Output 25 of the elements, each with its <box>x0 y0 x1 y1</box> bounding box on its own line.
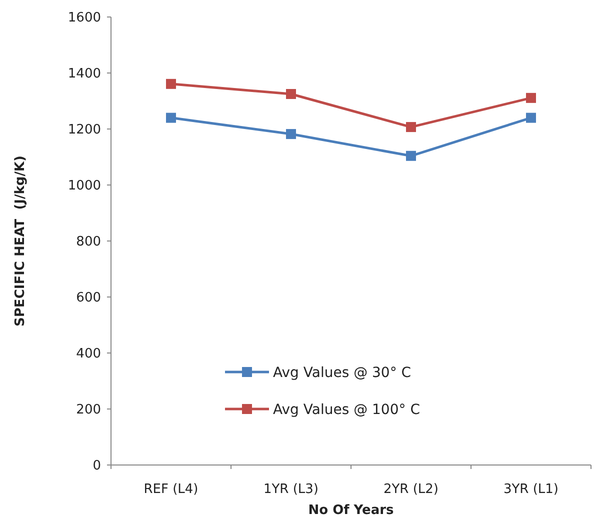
y-tick-label: 800 <box>76 234 101 250</box>
x-axis-title: No Of Years <box>308 503 394 518</box>
point <box>406 122 416 132</box>
point <box>286 129 296 140</box>
x-tick-label: 2YR (L2) <box>383 482 439 497</box>
y-tick-label: 200 <box>76 402 101 418</box>
point <box>526 92 536 103</box>
legend-label: Avg Values @ 100° C <box>273 402 420 418</box>
y-tick-label: 0 <box>92 458 101 474</box>
x-tick-label: 1YR (L3) <box>263 482 319 497</box>
y-tick-label: 1200 <box>68 122 101 138</box>
y-tick-label: 1000 <box>68 178 101 194</box>
point <box>166 78 176 89</box>
y-tick-label: 600 <box>76 290 101 306</box>
x-tick-label: REF (L4) <box>144 482 198 497</box>
y-tick-label: 1400 <box>68 66 101 82</box>
legend-label: Avg Values @ 30° C <box>273 364 412 381</box>
point <box>286 89 296 99</box>
point <box>406 150 416 161</box>
point <box>526 112 536 123</box>
x-tick-label: 3YR (L1) <box>503 482 559 497</box>
y-axis-title: SPECIFIC HEAT (J/kg/K) <box>13 156 28 326</box>
point <box>166 112 176 123</box>
y-tick-label: 1600 <box>68 10 101 26</box>
y-tick-label: 400 <box>76 346 101 362</box>
